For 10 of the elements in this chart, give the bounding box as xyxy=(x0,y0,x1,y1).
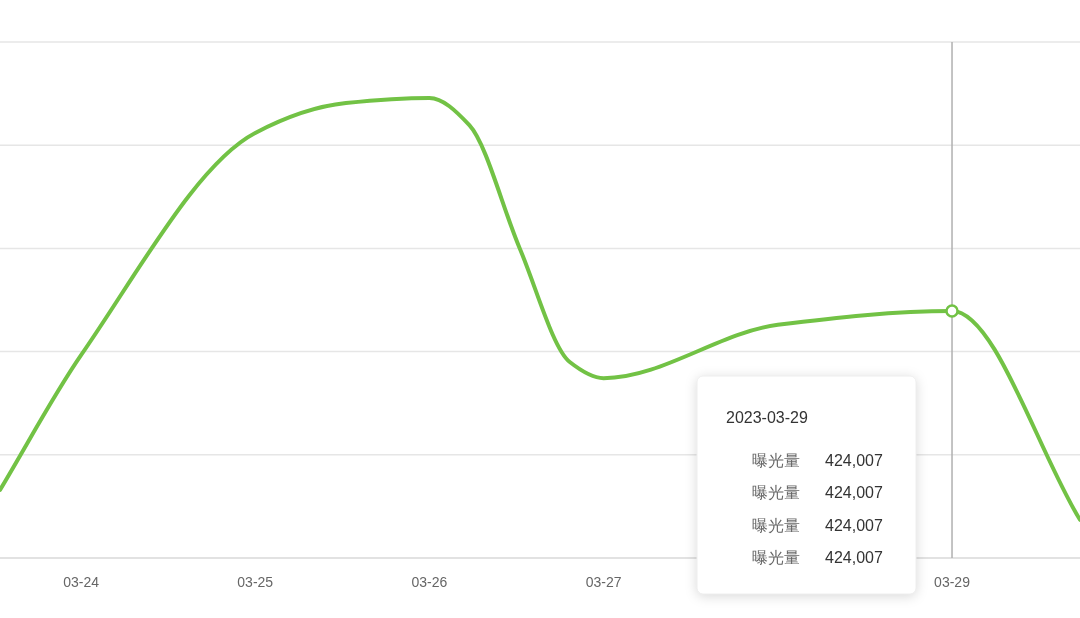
x-tick-label: 03-26 xyxy=(411,574,448,590)
text: 曝光量 424,007 xyxy=(752,548,883,566)
x-tick-label: 03-24 xyxy=(63,574,100,590)
x-tick-label: 03-29 xyxy=(934,574,971,590)
text: 曝光量 424,007 xyxy=(752,452,883,469)
x-tick-label: 03-27 xyxy=(585,574,622,590)
text: 曝光量 424,007 xyxy=(752,516,883,534)
annotation: 2023-03-29 xyxy=(726,409,808,426)
x-tick-label: 03-25 xyxy=(237,574,274,590)
text: 曝光量 424,007 xyxy=(752,484,883,502)
